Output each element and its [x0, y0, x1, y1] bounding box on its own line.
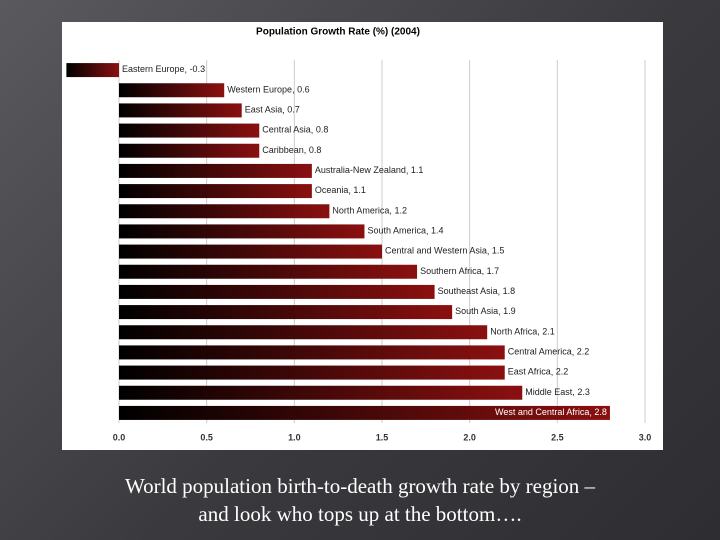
bar-label: Australia-New Zealand, 1.1: [315, 165, 424, 175]
category-label: Eastern Europe: [122, 64, 185, 74]
value-label: 1.5: [492, 246, 505, 256]
bar-label: North Africa, 2.1: [490, 327, 555, 337]
bar: [119, 244, 382, 259]
value-label: 1.9: [503, 306, 516, 316]
value-label: 0.8: [316, 125, 329, 135]
value-label: 2.2: [556, 367, 569, 377]
bar-label: South America, 1.4: [367, 226, 443, 236]
value-label: 2.1: [542, 327, 555, 337]
chart-title: Population Growth Rate (%) (2004): [256, 27, 420, 38]
value-label: 0.8: [309, 145, 322, 155]
bar-label: Central Asia, 0.8: [262, 125, 328, 135]
value-label: -0.3: [190, 64, 206, 74]
x-tick-label: 0.5: [200, 432, 213, 442]
value-label: 2.3: [577, 387, 590, 397]
bar-label: Caribbean, 0.8: [262, 145, 321, 155]
value-label: 1.8: [503, 286, 516, 296]
bar: [119, 325, 488, 340]
bar-label: Western Europe, 0.6: [227, 85, 309, 95]
category-label: North Africa: [490, 327, 537, 337]
category-label: Central Asia: [262, 125, 311, 135]
x-tick-label: 0.0: [113, 432, 126, 442]
bar: [119, 204, 330, 219]
bar: [119, 123, 260, 138]
category-label: East Africa: [508, 367, 551, 377]
bar-label: South Asia, 1.9: [455, 306, 516, 316]
x-tick-label: 2.0: [463, 432, 476, 442]
value-label: 0.6: [297, 85, 310, 95]
x-tick-label: 2.5: [551, 432, 564, 442]
bar-label: East Asia, 0.7: [245, 105, 300, 115]
value-label: 1.7: [487, 266, 500, 276]
value-label: 1.1: [411, 165, 424, 175]
category-label: South Asia: [455, 306, 498, 316]
chart: Population Growth Rate (%) (2004) 0.0 0.5…: [66, 26, 652, 443]
bar-label: Southern Africa, 1.7: [420, 266, 499, 276]
bar-label: Southeast Asia, 1.8: [438, 286, 516, 296]
category-label: Southern Africa: [420, 266, 482, 276]
value-label: 2.8: [594, 407, 607, 417]
category-label: North America: [332, 206, 389, 216]
bar-label: Central America, 2.2: [508, 347, 590, 357]
bar: [119, 405, 610, 420]
bar: [119, 184, 312, 199]
bar: [119, 143, 260, 158]
bar: [119, 163, 312, 178]
bar: [119, 264, 418, 279]
category-label: Central and Western Asia: [385, 246, 487, 256]
category-label: Caribbean: [262, 145, 304, 155]
bar: [119, 385, 523, 400]
bar-label: Eastern Europe, -0.3: [122, 64, 205, 74]
value-label: 0.7: [287, 105, 300, 115]
category-label: Southeast Asia: [438, 286, 498, 296]
bar: [119, 284, 435, 299]
bar: [119, 305, 453, 320]
bar-label: East Africa, 2.2: [508, 367, 569, 377]
bar: [66, 63, 119, 78]
bar: [119, 103, 242, 118]
caption-line: and look who tops up at the bottom….: [198, 502, 522, 526]
category-label: Australia-New Zealand: [315, 165, 406, 175]
category-label: South America: [367, 226, 426, 236]
caption-line: World population birth-to-death growth r…: [124, 474, 596, 498]
value-label: 1.1: [353, 185, 366, 195]
bar-label: Oceania, 1.1: [315, 185, 366, 195]
category-label: Middle East: [525, 387, 573, 397]
bar: [119, 345, 505, 360]
category-label: West and Central Africa: [495, 407, 589, 417]
x-tick-label: 3.0: [639, 432, 652, 442]
bar: [119, 224, 365, 239]
category-label: Oceania: [315, 185, 349, 195]
x-tick-label: 1.5: [376, 432, 389, 442]
value-label: 1.2: [394, 206, 407, 216]
value-label: 2.2: [577, 347, 590, 357]
category-label: Western Europe: [227, 85, 292, 95]
bar-label: North America, 1.2: [332, 206, 407, 216]
value-label: 1.4: [431, 226, 444, 236]
bar-label: Middle East, 2.3: [525, 387, 590, 397]
category-label: Central America: [508, 347, 572, 357]
bar-label: Central and Western Asia, 1.5: [385, 246, 504, 256]
bar: [119, 365, 505, 380]
bar: [119, 83, 225, 98]
bar-label: West and Central Africa, 2.8: [495, 407, 607, 417]
category-label: East Asia: [245, 105, 283, 115]
x-tick-label: 1.0: [288, 432, 301, 442]
